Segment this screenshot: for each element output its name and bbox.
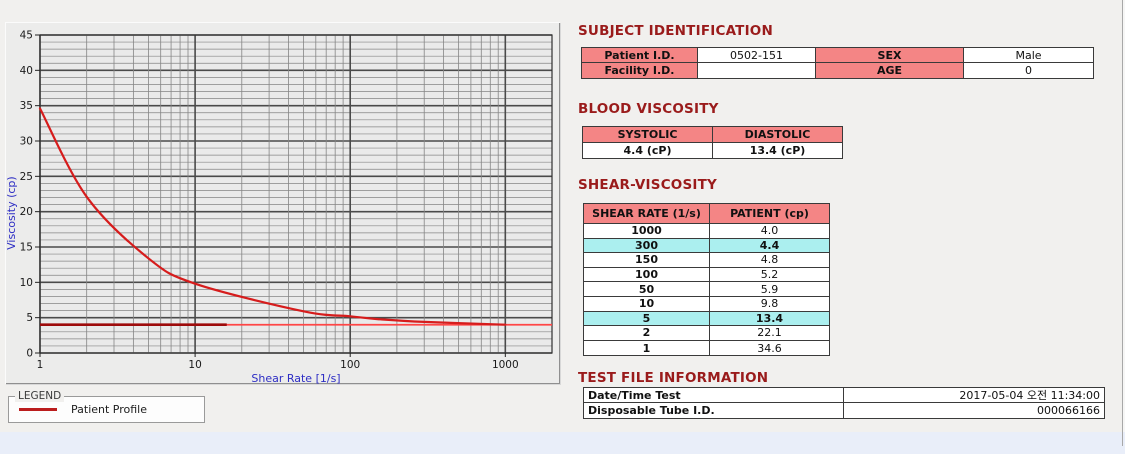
table-row: 50 5.9 — [584, 282, 829, 297]
test-file-information-heading: TEST FILE INFORMATION — [578, 370, 769, 386]
patient-cp-header: PATIENT (cp) — [710, 204, 829, 224]
disposable-tube-id-label: Disposable Tube I.D. — [584, 403, 844, 418]
y-tick-label: 25 — [20, 171, 33, 183]
shear-rate-header: SHEAR RATE (1/s) — [584, 204, 710, 224]
shear-rate-cell: 5 — [584, 311, 710, 327]
y-tick-label: 5 — [26, 312, 33, 324]
y-tick-label: 45 — [20, 30, 33, 42]
subject-identification-table: Patient I.D. 0502-151 SEX Male Facility … — [581, 47, 1094, 79]
table-header-row: SHEAR RATE (1/s) PATIENT (cp) — [584, 204, 829, 224]
table-row: 100 5.2 — [584, 267, 829, 283]
patient-viscosity-cell: 13.4 — [710, 311, 829, 327]
patient-viscosity-cell: 5.9 — [710, 282, 829, 297]
sex-label: SEX — [816, 48, 964, 63]
plot-frame — [39, 34, 553, 354]
y-tick-label: 10 — [20, 277, 33, 289]
table-row: 150 4.8 — [584, 253, 829, 268]
y-tick-label: 0 — [26, 348, 33, 360]
plot-area — [40, 35, 552, 353]
diastolic-value: 13.4 (cP) — [749, 144, 806, 157]
table-header-row: SYSTOLIC DIASTOLIC — [583, 127, 842, 143]
y-tick-label: 15 — [20, 242, 33, 254]
systolic-value: 4.4 (cP) — [583, 143, 713, 158]
blood-viscosity-heading: BLOOD VISCOSITY — [578, 101, 719, 117]
age-label: AGE — [816, 63, 964, 78]
sex-value: Male — [964, 48, 1093, 63]
disposable-tube-id-value: 000066166 — [1037, 404, 1100, 417]
facility-id-value — [698, 63, 816, 78]
shear-viscosity-heading: SHEAR-VISCOSITY — [578, 177, 718, 193]
facility-id-label: Facility I.D. — [582, 63, 698, 78]
patient-profile-line-swatch — [19, 408, 57, 411]
patient-profile-curve — [38, 107, 507, 326]
bottom-status-strip — [0, 432, 1125, 454]
table-row: 4.4 (cP) 13.4 (cP) — [583, 143, 842, 158]
diastolic-header: DIASTOLIC — [713, 127, 842, 143]
chart-legend: LEGEND Patient Profile — [8, 390, 205, 423]
shear-rate-cell: 1000 — [584, 224, 710, 239]
shear-viscosity-table: SHEAR RATE (1/s) PATIENT (cp) 1000 4.0 3… — [583, 203, 830, 357]
shear-rate-cell: 100 — [584, 267, 710, 283]
window-right-margin — [1123, 0, 1125, 432]
table-row: Patient I.D. 0502-151 SEX Male — [582, 48, 1093, 63]
x-tick-label: 100 — [340, 359, 360, 371]
table-row: 1 34.6 — [584, 340, 829, 356]
shear-rate-cell: 300 — [584, 238, 710, 254]
x-tick-label: 10 — [188, 359, 201, 371]
table-row: 5 13.4 — [584, 311, 829, 327]
shear-rate-cell: 10 — [584, 296, 710, 312]
window-right-border — [1122, 0, 1123, 446]
test-file-information-table: Date/Time Test 2017-05-04 오전 11:34:00 Di… — [583, 387, 1105, 419]
table-row: Date/Time Test 2017-05-04 오전 11:34:00 — [584, 388, 1104, 403]
shear-viscosity-chart: 0 5 10 15 20 25 30 35 40 45 1 10 100 1000 Shear Rate [… — [5, 30, 553, 384]
shear-rate-cell: 2 — [584, 326, 710, 341]
patient-viscosity-cell: 4.0 — [710, 224, 829, 239]
table-row: Disposable Tube I.D. 000066166 — [584, 403, 1104, 418]
patient-viscosity-cell: 4.4 — [710, 238, 829, 254]
y-tick-label: 30 — [20, 136, 33, 148]
shear-rate-cell: 1 — [584, 340, 710, 356]
patient-id-label: Patient I.D. — [582, 48, 698, 63]
date-time-test-label: Date/Time Test — [584, 388, 844, 403]
patient-profile-label: Patient Profile — [71, 403, 148, 416]
table-row: Facility I.D. AGE 0 — [582, 63, 1093, 78]
legend-title: LEGEND — [15, 390, 65, 402]
table-row: 2 22.1 — [584, 326, 829, 341]
blood-viscosity-table: SYSTOLIC DIASTOLIC 4.4 (cP) 13.4 (cP) — [582, 126, 843, 159]
patient-viscosity-cell: 9.8 — [710, 297, 829, 312]
y-tick-label: 20 — [20, 206, 33, 218]
table-row: 300 4.4 — [584, 238, 829, 254]
y-tick-label: 40 — [20, 65, 33, 77]
age-value: 0 — [1025, 64, 1032, 77]
y-tick-label: 35 — [20, 100, 33, 112]
shear-rate-cell: 150 — [584, 253, 710, 268]
patient-viscosity-cell: 22.1 — [710, 326, 829, 341]
patient-viscosity-cell: 4.8 — [710, 253, 829, 268]
x-tick-label: 1000 — [492, 359, 519, 371]
subject-identification-heading: SUBJECT IDENTIFICATION — [578, 23, 773, 39]
patient-viscosity-cell: 34.6 — [757, 341, 782, 355]
viscosity-chart-panel: 0 5 10 15 20 25 30 35 40 45 1 10 100 1000 Shear Rate [… — [5, 22, 560, 384]
table-row: 1000 4.0 — [584, 224, 829, 239]
x-tick-label: 1 — [37, 359, 44, 371]
shear-rate-cell: 50 — [584, 282, 710, 297]
date-time-test-value: 2017-05-04 오전 11:34:00 — [844, 388, 1104, 403]
x-axis-label: Shear Rate [1/s] — [251, 372, 340, 384]
table-row: 10 9.8 — [584, 296, 829, 312]
y-axis-label: Viscosity (cp) — [5, 176, 18, 250]
systolic-header: SYSTOLIC — [583, 127, 713, 143]
patient-id-value: 0502-151 — [698, 48, 816, 63]
patient-viscosity-cell: 5.2 — [710, 268, 829, 283]
